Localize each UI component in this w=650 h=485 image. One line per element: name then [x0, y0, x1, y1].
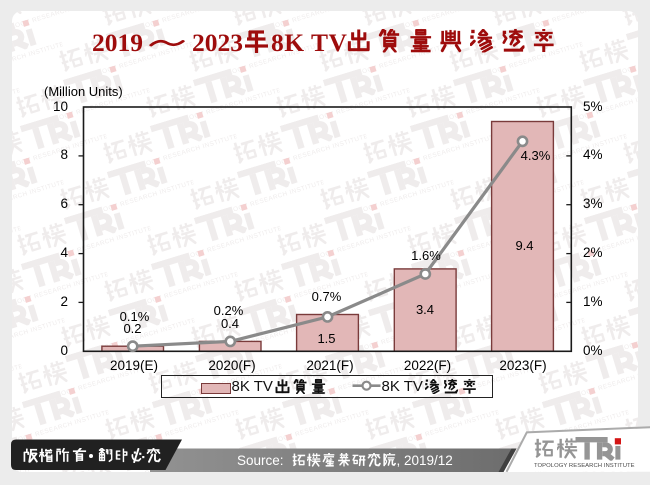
svg-text:TOPOLOGY RESEARCH INSTITUTE: TOPOLOGY RESEARCH INSTITUTE — [534, 463, 635, 469]
